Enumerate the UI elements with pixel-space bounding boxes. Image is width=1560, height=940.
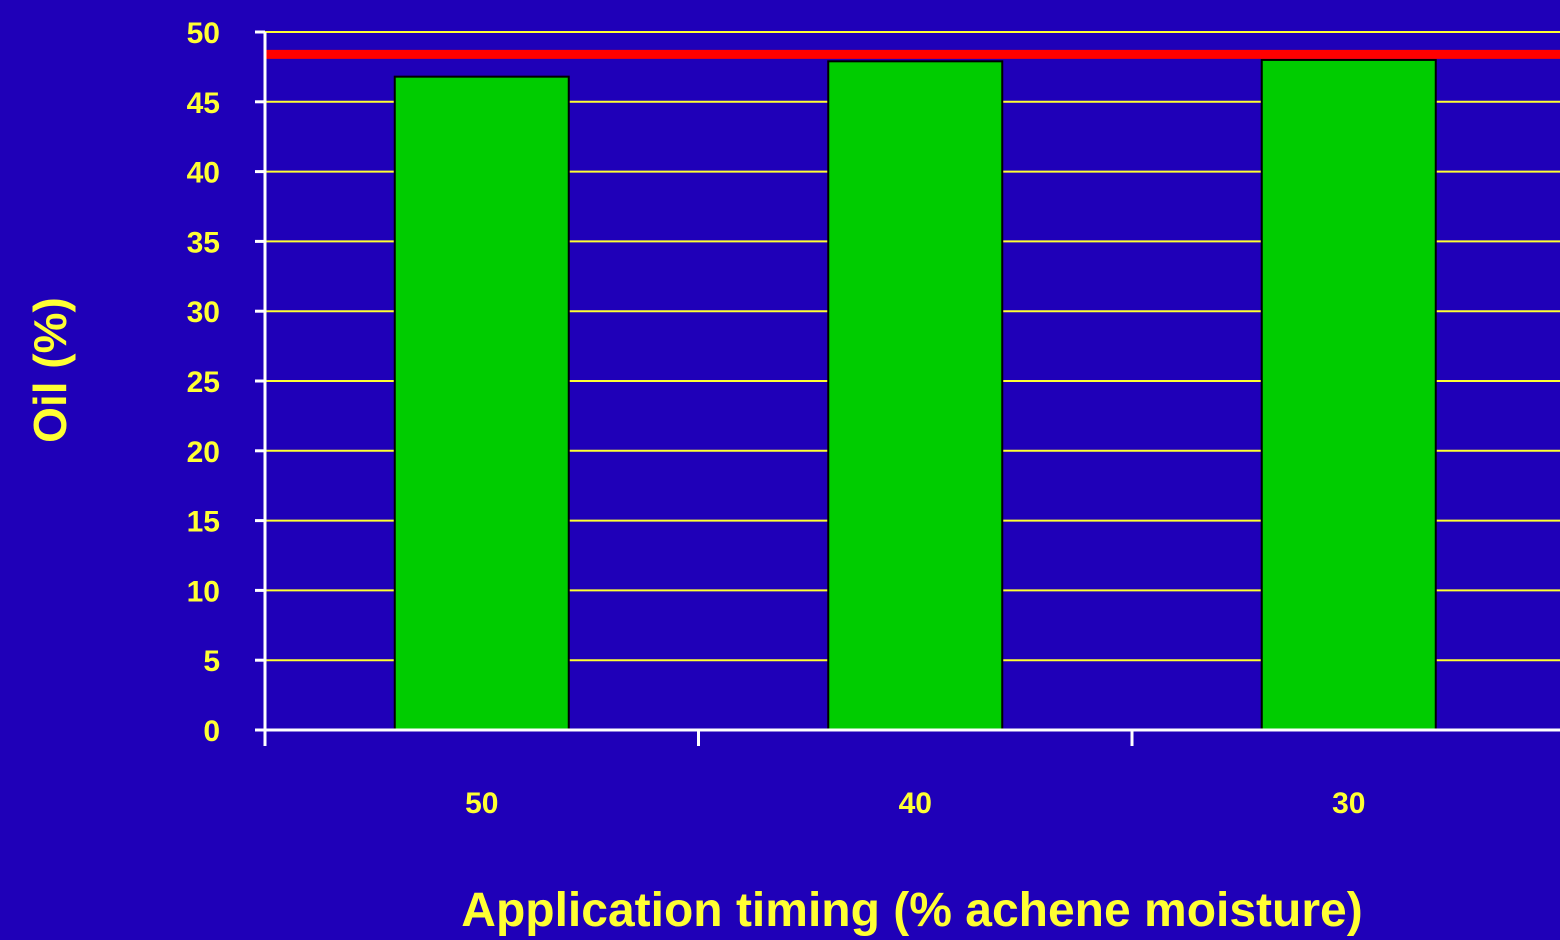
bar-50 [393, 75, 570, 731]
axes [255, 30, 1560, 746]
y-tick-label-40: 40 [187, 157, 220, 190]
x-axis-title: Application timing (% achene moisture) [461, 884, 1362, 937]
y-tick-label-50: 50 [187, 17, 220, 50]
y-tick-label-10: 10 [187, 575, 220, 608]
bar-40 [827, 60, 1004, 732]
y-tick-label-25: 25 [187, 366, 220, 399]
tick-labels: 0 5 10 15 20 25 30 35 40 45 50 50 40 30 [187, 17, 1366, 820]
y-tick-label-30: 30 [187, 296, 220, 329]
x-tick-label-50: 50 [465, 787, 498, 820]
bar-30 [1260, 58, 1437, 732]
y-tick-label-15: 15 [187, 506, 220, 539]
x-tick-label-40: 40 [899, 787, 932, 820]
y-tick-label-45: 45 [187, 87, 220, 120]
y-axis-title: Oil (%) [24, 297, 76, 443]
y-tick-label-0: 0 [203, 715, 220, 748]
y-tick-label-35: 35 [187, 226, 220, 259]
bars [393, 58, 1437, 732]
x-tick-label-30: 30 [1332, 787, 1365, 820]
y-tick-label-5: 5 [203, 645, 220, 678]
y-tick-label-20: 20 [187, 436, 220, 469]
